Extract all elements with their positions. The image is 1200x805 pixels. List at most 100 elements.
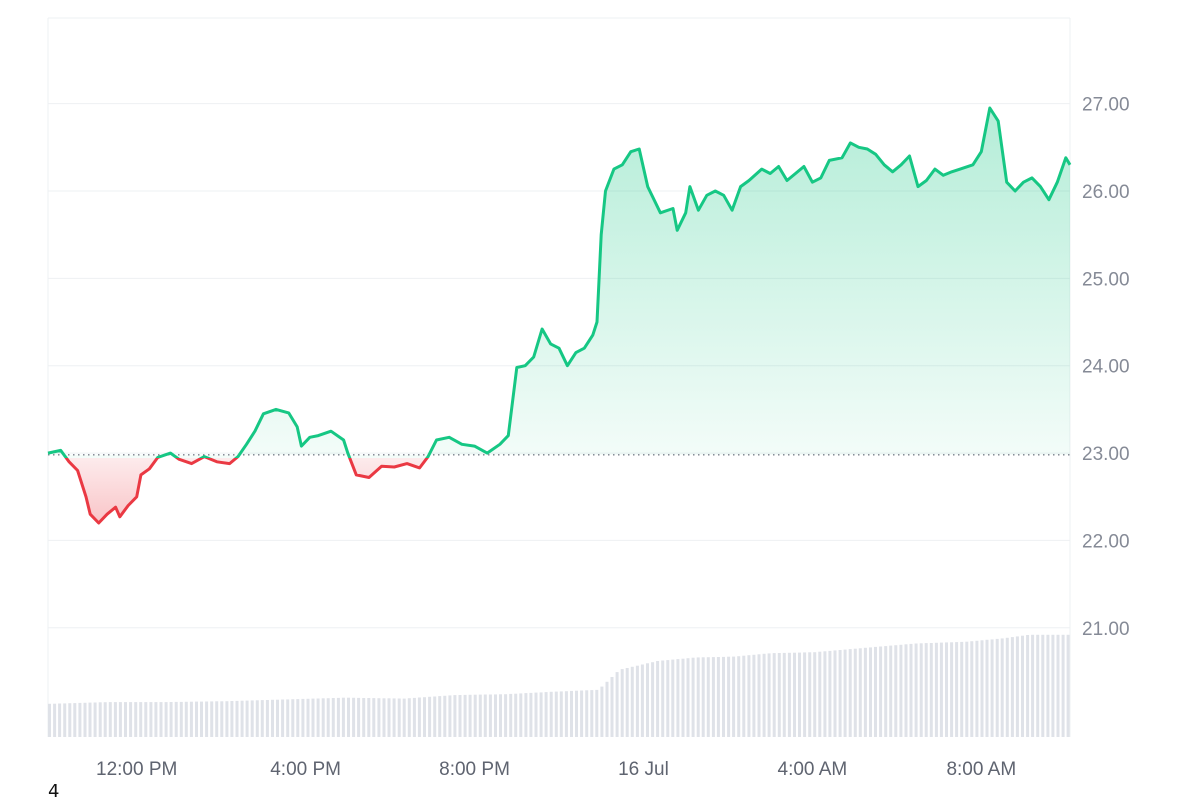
volume-bar-11 <box>103 702 107 737</box>
volume-bar-140 <box>757 654 761 737</box>
volume-bar-40 <box>250 700 254 737</box>
volume-bar-157 <box>843 649 847 737</box>
volume-bar-79 <box>448 695 452 737</box>
volume-bar-181 <box>965 641 969 737</box>
y-tick-label: 26.00 <box>1082 182 1130 203</box>
volume-bar-100 <box>554 691 558 737</box>
volume-bar-20 <box>149 702 153 737</box>
volume-bar-59 <box>347 697 350 737</box>
volume-bar-76 <box>433 696 437 737</box>
volume-bar-167 <box>894 645 898 737</box>
volume-bar-106 <box>585 690 589 737</box>
volume-bar-156 <box>838 650 842 737</box>
volume-bar-93 <box>519 693 523 737</box>
volume-bar-30 <box>200 701 203 737</box>
volume-bar-108 <box>595 689 599 737</box>
volume-bar-151 <box>813 652 817 737</box>
volume-bar-124 <box>676 659 680 737</box>
y-tick-label: 24.00 <box>1082 357 1130 378</box>
volume-bar-198 <box>1051 634 1055 737</box>
volume-bar-148 <box>798 652 801 737</box>
volume-bar-199 <box>1056 634 1060 737</box>
footnote-label: 4 <box>48 781 60 802</box>
volume-bar-62 <box>362 698 366 737</box>
volume-bar-22 <box>159 702 163 737</box>
volume-bar-89 <box>499 694 502 737</box>
volume-bar-123 <box>671 659 675 737</box>
volume-bar-61 <box>357 697 361 737</box>
volume-bar-7 <box>83 702 87 737</box>
volume-bar-23 <box>164 702 168 737</box>
volume-bar-154 <box>828 650 832 737</box>
volume-bar-45 <box>276 699 279 737</box>
volume-bar-88 <box>494 694 497 737</box>
volume-bar-85 <box>478 694 482 737</box>
volume-bar-94 <box>524 693 528 737</box>
volume-bar-150 <box>808 652 812 737</box>
volume-bar-136 <box>737 656 741 737</box>
price-area-above <box>48 108 1070 458</box>
volume-bar-82 <box>463 694 467 737</box>
volume-bar-54 <box>321 698 325 737</box>
volume-bar-1 <box>53 703 57 737</box>
volume-bar-48 <box>291 699 295 737</box>
volume-bar-50 <box>301 698 305 737</box>
volume-bar-183 <box>975 640 979 737</box>
volume-bar-171 <box>914 643 918 737</box>
volume-bar-39 <box>245 700 249 737</box>
volume-bar-120 <box>656 661 660 737</box>
volume-bar-42 <box>260 700 264 737</box>
volume-bar-98 <box>544 692 548 737</box>
volume-bar-43 <box>265 700 269 737</box>
volume-bar-134 <box>727 656 731 737</box>
volume-bar-24 <box>169 702 173 737</box>
volume-bar-66 <box>382 698 386 737</box>
x-axis: 12:00 PM 4:00 PM 8:00 PM 16 Jul 4:00 AM 8:00 … <box>96 759 1016 780</box>
volume-bar-38 <box>240 700 244 737</box>
volume-bar-126 <box>686 658 690 737</box>
volume-bar-186 <box>990 639 994 737</box>
volume-bar-17 <box>134 702 138 737</box>
volume-bar-153 <box>823 651 827 737</box>
volume-bar-29 <box>195 701 198 737</box>
y-tick-label: 25.00 <box>1082 269 1130 290</box>
y-tick-label: 22.00 <box>1082 531 1130 552</box>
volume-bar-10 <box>98 702 102 737</box>
volume-bar-8 <box>88 702 92 737</box>
x-tick-label: 8:00 AM <box>946 759 1016 780</box>
volume-bar-91 <box>509 693 513 737</box>
volume-bar-191 <box>1015 636 1019 737</box>
volume-bar-90 <box>504 694 508 737</box>
x-tick-label: 16 Jul <box>618 759 669 780</box>
volume-bar-92 <box>514 693 518 737</box>
volume-bar-46 <box>281 699 285 737</box>
volume-bar-144 <box>777 653 781 737</box>
volume-bar-201 <box>1066 634 1070 737</box>
volume-bar-26 <box>179 701 183 737</box>
volume-bar-185 <box>985 639 989 737</box>
volume-bar-96 <box>534 692 538 737</box>
y-tick-label: 27.00 <box>1082 95 1130 116</box>
y-axis: 27.00 26.00 25.00 24.00 23.00 22.00 21.00 <box>1082 95 1130 640</box>
volume-bar-133 <box>722 656 725 737</box>
x-tick-label: 4:00 PM <box>270 759 341 780</box>
volume-bar-121 <box>661 660 665 737</box>
volume-bar-28 <box>189 701 193 737</box>
volume-bar-158 <box>848 649 852 737</box>
volume-bar-110 <box>605 681 609 737</box>
volume-bar-14 <box>118 702 122 737</box>
volume-bar-87 <box>488 694 492 737</box>
volume-bar-60 <box>352 697 356 737</box>
volume-bar-117 <box>640 664 644 737</box>
volume-bar-196 <box>1041 634 1045 737</box>
volume-bar-55 <box>326 698 330 737</box>
volume-bar-187 <box>995 638 999 737</box>
volume-bar-35 <box>225 701 229 737</box>
volume-bar-68 <box>392 698 396 737</box>
volume-bar-53 <box>316 698 320 737</box>
volume-bar-179 <box>955 642 959 737</box>
volume-bar-52 <box>311 698 315 737</box>
volume-bar-182 <box>970 641 974 737</box>
volume-bar-161 <box>863 647 867 737</box>
volume-bar-49 <box>296 699 300 737</box>
